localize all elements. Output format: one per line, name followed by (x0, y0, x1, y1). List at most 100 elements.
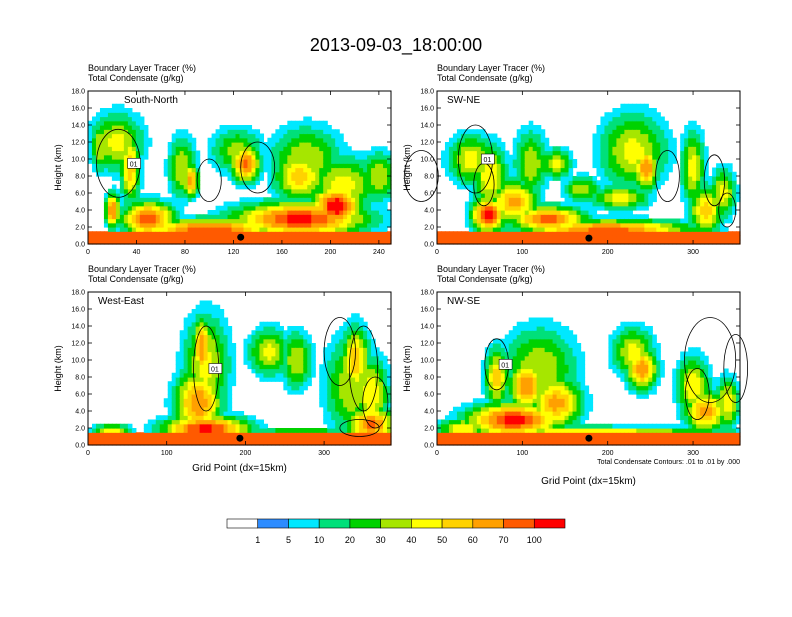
field-cell (164, 163, 169, 168)
field-cell (521, 176, 526, 181)
field-cell (311, 373, 316, 378)
field-cell (315, 189, 320, 194)
field-cell (176, 146, 181, 151)
field-cell (732, 176, 737, 181)
field-cell (275, 142, 280, 147)
field-cell (104, 223, 109, 228)
field-cell (596, 142, 601, 147)
field-cell (371, 347, 376, 352)
field-cell (628, 155, 633, 160)
field-cell (577, 214, 582, 219)
field-cell (668, 138, 673, 143)
field-cell (224, 125, 229, 130)
field-cell (636, 151, 641, 156)
field-cell (188, 335, 193, 340)
field-cell (632, 236, 637, 241)
field-cell (704, 180, 709, 185)
field-cell (307, 352, 312, 357)
field-cell (184, 424, 189, 429)
field-cell (283, 189, 288, 194)
field-cell (469, 168, 474, 173)
field-cell (180, 185, 185, 190)
field-cell (692, 189, 697, 194)
field-cell (335, 206, 340, 211)
field-cell (311, 129, 316, 134)
field-cell (120, 138, 125, 143)
field-cell (307, 168, 312, 173)
field-cell (307, 231, 312, 236)
field-cell (283, 381, 288, 386)
field-cell (251, 347, 256, 352)
field-cell (208, 330, 213, 335)
field-cell (628, 206, 633, 211)
field-cell (267, 432, 272, 437)
field-cell (323, 168, 328, 173)
field-cell (335, 193, 340, 198)
field-cell (319, 390, 324, 395)
field-cell (251, 360, 256, 365)
field-cell (684, 134, 689, 139)
field-cell (283, 202, 288, 207)
field-cell (303, 159, 308, 164)
field-cell (140, 197, 145, 202)
field-cell (287, 146, 292, 151)
field-cell (628, 172, 633, 177)
field-cell (327, 394, 332, 399)
field-cell (367, 223, 372, 228)
field-cell (449, 155, 454, 160)
field-cell (279, 146, 284, 151)
field-cell (347, 168, 352, 173)
field-cell (589, 202, 594, 207)
field-cell (319, 398, 324, 403)
field-cell (188, 415, 193, 420)
field-cell (371, 210, 376, 215)
field-cell (632, 108, 637, 113)
field-cell (255, 428, 260, 433)
field-cell (517, 163, 522, 168)
field-cell (271, 189, 276, 194)
field-cell (184, 318, 189, 323)
field-cell (327, 407, 332, 412)
field-cell (513, 206, 518, 211)
field-cell (180, 193, 185, 198)
field-cell (251, 134, 256, 139)
field-cell (477, 155, 482, 160)
field-cell (501, 210, 506, 215)
field-cell (120, 437, 125, 442)
field-cell (140, 129, 145, 134)
field-cell (204, 369, 209, 374)
field-cell (628, 146, 633, 151)
field-cell (616, 202, 621, 207)
field-cell (700, 206, 705, 211)
field-cell (585, 185, 590, 190)
field-cell (355, 236, 360, 241)
field-cell (323, 163, 328, 168)
field-cell (200, 223, 205, 228)
field-cell (573, 176, 578, 181)
field-cell (315, 159, 320, 164)
field-cell (616, 108, 621, 113)
field-cell (331, 197, 336, 202)
field-cell (533, 197, 538, 202)
field-cell (196, 313, 201, 318)
field-cell (180, 236, 185, 241)
field-cell (648, 134, 653, 139)
field-cell (164, 437, 169, 442)
field-cell (263, 231, 268, 236)
field-cell (283, 159, 288, 164)
field-cell (311, 151, 316, 156)
field-cell (616, 121, 621, 126)
field-cell (108, 197, 113, 202)
field-cell (311, 185, 316, 190)
y-tick-label: 12.0 (420, 140, 434, 147)
field-cell (720, 236, 725, 241)
field-cell (497, 202, 502, 207)
field-cell (347, 231, 352, 236)
field-cell (100, 117, 105, 122)
field-cell (331, 172, 336, 177)
field-cell (108, 432, 113, 437)
field-cell (596, 185, 601, 190)
field-cell (477, 151, 482, 156)
field-cell (684, 236, 689, 241)
field-cell (541, 138, 546, 143)
